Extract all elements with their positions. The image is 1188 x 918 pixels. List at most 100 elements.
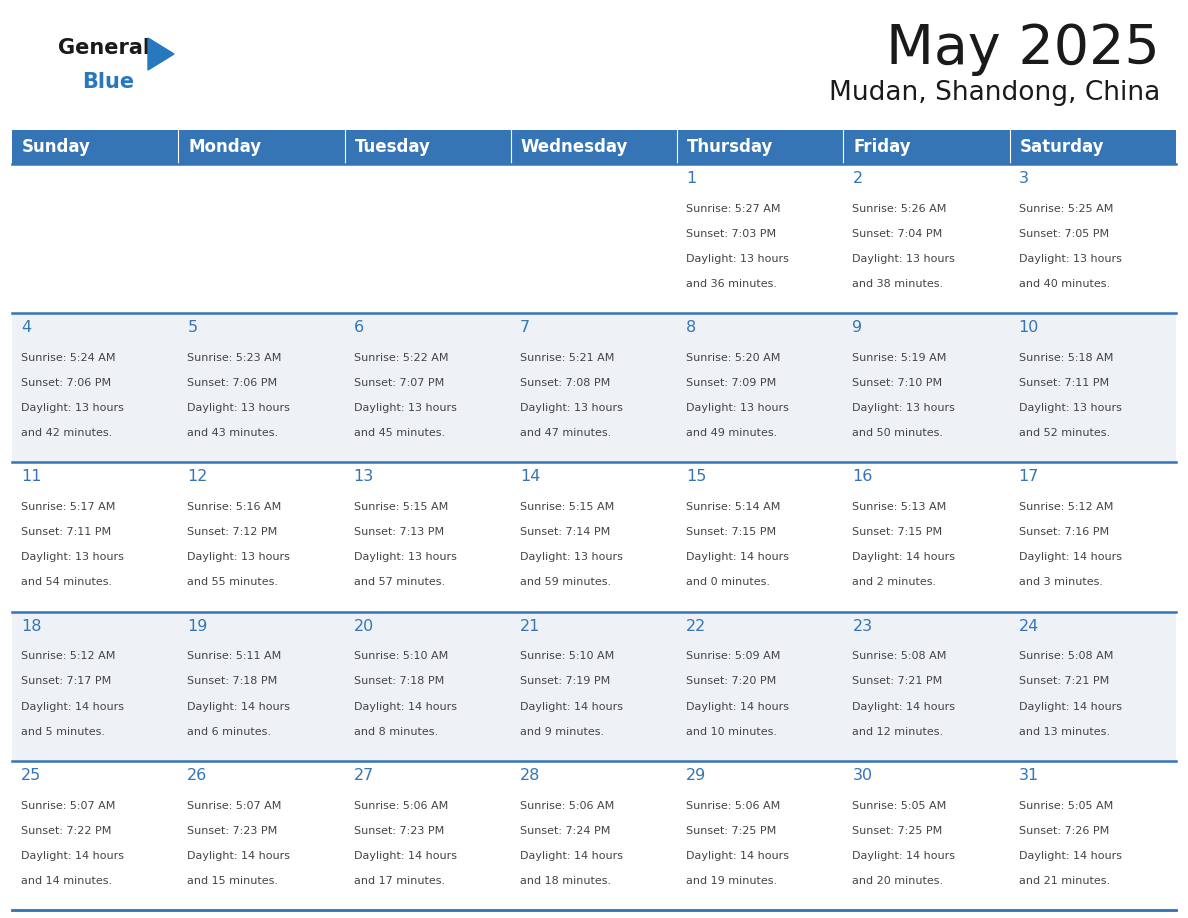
Text: Sunset: 7:06 PM: Sunset: 7:06 PM: [21, 378, 112, 388]
Text: Sunrise: 5:24 AM: Sunrise: 5:24 AM: [21, 353, 115, 363]
Text: Sunrise: 5:27 AM: Sunrise: 5:27 AM: [687, 204, 781, 214]
Text: Daylight: 14 hours: Daylight: 14 hours: [21, 701, 124, 711]
Text: and 59 minutes.: and 59 minutes.: [520, 577, 611, 588]
Text: Sunset: 7:15 PM: Sunset: 7:15 PM: [853, 527, 942, 537]
Text: 7: 7: [520, 320, 530, 335]
Text: 14: 14: [520, 469, 541, 485]
Text: and 55 minutes.: and 55 minutes.: [188, 577, 278, 588]
Text: 4: 4: [21, 320, 31, 335]
Text: 28: 28: [520, 767, 541, 783]
Text: Daylight: 14 hours: Daylight: 14 hours: [188, 701, 290, 711]
Text: Sunrise: 5:06 AM: Sunrise: 5:06 AM: [520, 800, 614, 811]
Text: Daylight: 14 hours: Daylight: 14 hours: [520, 851, 623, 861]
Text: Sunset: 7:21 PM: Sunset: 7:21 PM: [1019, 677, 1108, 687]
Text: Daylight: 13 hours: Daylight: 13 hours: [354, 553, 456, 563]
Polygon shape: [148, 38, 173, 70]
Text: Sunset: 7:24 PM: Sunset: 7:24 PM: [520, 825, 611, 835]
Text: Sunrise: 5:06 AM: Sunrise: 5:06 AM: [687, 800, 781, 811]
Text: Sunset: 7:16 PM: Sunset: 7:16 PM: [1019, 527, 1108, 537]
Text: Sunrise: 5:25 AM: Sunrise: 5:25 AM: [1019, 204, 1113, 214]
Text: Sunset: 7:10 PM: Sunset: 7:10 PM: [853, 378, 942, 388]
Text: Sunset: 7:18 PM: Sunset: 7:18 PM: [188, 677, 278, 687]
Text: Daylight: 13 hours: Daylight: 13 hours: [853, 403, 955, 413]
Text: and 12 minutes.: and 12 minutes.: [853, 727, 943, 736]
Text: Sunset: 7:07 PM: Sunset: 7:07 PM: [354, 378, 444, 388]
Text: Blue: Blue: [82, 72, 134, 92]
Text: and 36 minutes.: and 36 minutes.: [687, 279, 777, 289]
Text: Sunset: 7:22 PM: Sunset: 7:22 PM: [21, 825, 112, 835]
Text: Sunrise: 5:23 AM: Sunrise: 5:23 AM: [188, 353, 282, 363]
Text: Sunset: 7:26 PM: Sunset: 7:26 PM: [1019, 825, 1108, 835]
Text: Sunset: 7:23 PM: Sunset: 7:23 PM: [188, 825, 278, 835]
Text: Sunset: 7:11 PM: Sunset: 7:11 PM: [21, 527, 112, 537]
Text: Sunrise: 5:16 AM: Sunrise: 5:16 AM: [188, 502, 282, 512]
Text: 10: 10: [1019, 320, 1040, 335]
Text: Sunrise: 5:20 AM: Sunrise: 5:20 AM: [687, 353, 781, 363]
Text: Daylight: 13 hours: Daylight: 13 hours: [1019, 254, 1121, 264]
Text: 22: 22: [687, 619, 707, 633]
Text: and 40 minutes.: and 40 minutes.: [1019, 279, 1110, 289]
Text: Daylight: 14 hours: Daylight: 14 hours: [687, 851, 789, 861]
Text: Sunrise: 5:11 AM: Sunrise: 5:11 AM: [188, 652, 282, 662]
Text: Sunrise: 5:12 AM: Sunrise: 5:12 AM: [21, 652, 115, 662]
Text: and 49 minutes.: and 49 minutes.: [687, 428, 777, 438]
Text: Daylight: 13 hours: Daylight: 13 hours: [520, 403, 623, 413]
Text: 3: 3: [1019, 171, 1029, 186]
Text: and 14 minutes.: and 14 minutes.: [21, 876, 112, 886]
Text: Daylight: 13 hours: Daylight: 13 hours: [520, 553, 623, 563]
Text: and 15 minutes.: and 15 minutes.: [188, 876, 278, 886]
Text: Sunrise: 5:26 AM: Sunrise: 5:26 AM: [853, 204, 947, 214]
Text: Sunrise: 5:07 AM: Sunrise: 5:07 AM: [21, 800, 115, 811]
Text: and 8 minutes.: and 8 minutes.: [354, 727, 437, 736]
Text: 23: 23: [853, 619, 872, 633]
Text: 1: 1: [687, 171, 696, 186]
Text: Daylight: 13 hours: Daylight: 13 hours: [1019, 403, 1121, 413]
Text: and 17 minutes.: and 17 minutes.: [354, 876, 444, 886]
Text: 15: 15: [687, 469, 707, 485]
Text: Sunrise: 5:14 AM: Sunrise: 5:14 AM: [687, 502, 781, 512]
Text: Sunrise: 5:10 AM: Sunrise: 5:10 AM: [354, 652, 448, 662]
Text: Sunset: 7:25 PM: Sunset: 7:25 PM: [687, 825, 777, 835]
Text: Daylight: 14 hours: Daylight: 14 hours: [354, 701, 456, 711]
Text: Sunset: 7:19 PM: Sunset: 7:19 PM: [520, 677, 611, 687]
Text: Sunrise: 5:07 AM: Sunrise: 5:07 AM: [188, 800, 282, 811]
Text: Sunrise: 5:22 AM: Sunrise: 5:22 AM: [354, 353, 448, 363]
Bar: [1010, 130, 1176, 164]
Text: and 45 minutes.: and 45 minutes.: [354, 428, 444, 438]
Text: and 6 minutes.: and 6 minutes.: [188, 727, 271, 736]
Text: Sunset: 7:20 PM: Sunset: 7:20 PM: [687, 677, 777, 687]
Text: 31: 31: [1019, 767, 1040, 783]
Text: Daylight: 14 hours: Daylight: 14 hours: [687, 553, 789, 563]
Text: Daylight: 14 hours: Daylight: 14 hours: [21, 851, 124, 861]
Text: Sunset: 7:12 PM: Sunset: 7:12 PM: [188, 527, 278, 537]
Text: and 21 minutes.: and 21 minutes.: [1019, 876, 1110, 886]
Text: and 13 minutes.: and 13 minutes.: [1019, 727, 1110, 736]
Bar: [511, 130, 677, 164]
Text: Daylight: 14 hours: Daylight: 14 hours: [687, 701, 789, 711]
Text: and 18 minutes.: and 18 minutes.: [520, 876, 611, 886]
Bar: [12, 164, 1176, 313]
Text: Daylight: 14 hours: Daylight: 14 hours: [354, 851, 456, 861]
Text: 12: 12: [188, 469, 208, 485]
Text: 2: 2: [853, 171, 862, 186]
Text: May 2025: May 2025: [886, 22, 1159, 76]
Text: and 0 minutes.: and 0 minutes.: [687, 577, 770, 588]
Bar: [12, 313, 1176, 463]
Text: 19: 19: [188, 619, 208, 633]
Text: Sunset: 7:25 PM: Sunset: 7:25 PM: [853, 825, 943, 835]
Text: Sunset: 7:17 PM: Sunset: 7:17 PM: [21, 677, 112, 687]
Text: 6: 6: [354, 320, 364, 335]
Text: Daylight: 14 hours: Daylight: 14 hours: [853, 851, 955, 861]
Text: Sunrise: 5:19 AM: Sunrise: 5:19 AM: [853, 353, 947, 363]
Text: Sunrise: 5:13 AM: Sunrise: 5:13 AM: [853, 502, 947, 512]
Text: and 57 minutes.: and 57 minutes.: [354, 577, 444, 588]
Text: 21: 21: [520, 619, 541, 633]
Text: Daylight: 14 hours: Daylight: 14 hours: [1019, 701, 1121, 711]
Text: 13: 13: [354, 469, 374, 485]
Text: Daylight: 14 hours: Daylight: 14 hours: [1019, 851, 1121, 861]
Text: and 52 minutes.: and 52 minutes.: [1019, 428, 1110, 438]
Text: and 54 minutes.: and 54 minutes.: [21, 577, 112, 588]
Text: Sunset: 7:08 PM: Sunset: 7:08 PM: [520, 378, 611, 388]
Text: Sunrise: 5:12 AM: Sunrise: 5:12 AM: [1019, 502, 1113, 512]
Text: Daylight: 13 hours: Daylight: 13 hours: [188, 553, 290, 563]
